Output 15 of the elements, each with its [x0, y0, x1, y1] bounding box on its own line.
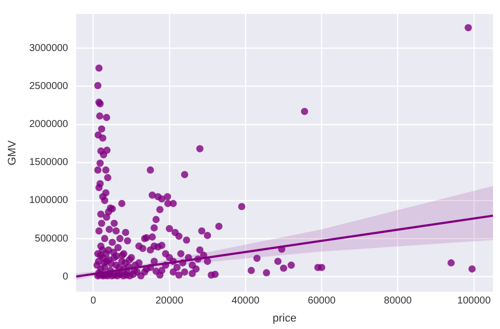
x-tick-label: 20000: [155, 296, 184, 307]
y-tick-label: 1000000: [29, 195, 69, 206]
x-tick-label: 40000: [232, 296, 260, 307]
x-tick-label: 60000: [308, 296, 336, 307]
x-tick-label: 0: [90, 296, 96, 307]
y-tick-label: 3000000: [29, 43, 69, 54]
y-axis-title: GMV: [6, 140, 19, 166]
y-tick-label: 0: [62, 271, 69, 282]
y-tick-label: 2000000: [29, 119, 69, 130]
x-tick-label: 80000: [384, 296, 412, 307]
x-axis-title: price: [272, 312, 296, 324]
y-tick-label: 500000: [34, 233, 69, 244]
y-tick-label: 2500000: [29, 81, 69, 92]
x-tick-label: 100000: [457, 296, 492, 307]
y-tick-label: 1500000: [29, 157, 69, 168]
